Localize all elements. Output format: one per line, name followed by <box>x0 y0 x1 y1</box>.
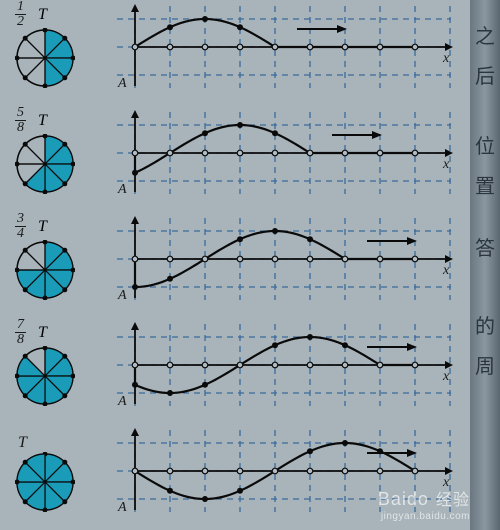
page-edge-char: 置 <box>475 170 495 199</box>
wave-row: 78 T Ax <box>0 318 470 424</box>
amplitude-label: A <box>118 182 127 198</box>
x-axis-label: x <box>443 263 449 279</box>
page-edge-char: 位 <box>475 130 495 159</box>
period-label: 78 <box>15 318 26 347</box>
wave-chart <box>115 320 455 410</box>
page-edge-char: 周 <box>475 350 495 379</box>
page-edge-char: 的 <box>475 310 495 339</box>
phase-pie <box>15 452 75 512</box>
period-T: T <box>38 324 47 342</box>
phase-pie <box>15 134 75 194</box>
wave-row: 34 T Ax <box>0 212 470 318</box>
phase-pie <box>15 346 75 406</box>
wave-row: 58 T Ax <box>0 106 470 212</box>
watermark-url: jingyan.baidu.com <box>378 511 470 522</box>
amplitude-label: A <box>118 288 127 304</box>
x-axis-label: x <box>443 157 449 173</box>
page-edge-char: 答 <box>475 232 495 261</box>
wave-row: 12 T Ax <box>0 0 470 106</box>
amplitude-label: A <box>118 394 127 410</box>
phase-pie <box>15 240 75 300</box>
period-T: T <box>38 6 47 24</box>
period-label: 12 <box>15 0 26 29</box>
period-T: T <box>38 112 47 130</box>
period-label: 34 <box>15 212 26 241</box>
wave-chart <box>115 108 455 198</box>
page-edge-char: 后 <box>475 60 495 89</box>
period-label: T <box>15 432 27 451</box>
period-T: T <box>38 218 47 236</box>
wave-chart <box>115 2 455 92</box>
wave-chart <box>115 214 455 304</box>
phase-pie <box>15 28 75 88</box>
amplitude-label: A <box>118 500 127 516</box>
page-edge-char: 之 <box>475 20 495 49</box>
amplitude-label: A <box>118 76 127 92</box>
watermark-text: Bai <box>378 489 407 509</box>
watermark: Baido 经验 jingyan.baidu.com <box>378 485 470 522</box>
book-edge: 之后位置答的周 <box>470 0 500 530</box>
x-axis-label: x <box>443 51 449 67</box>
period-label: 58 <box>15 106 26 135</box>
diagram-page: 12TAx58TAx34TAx78TAxTAx <box>0 0 470 530</box>
x-axis-label: x <box>443 369 449 385</box>
